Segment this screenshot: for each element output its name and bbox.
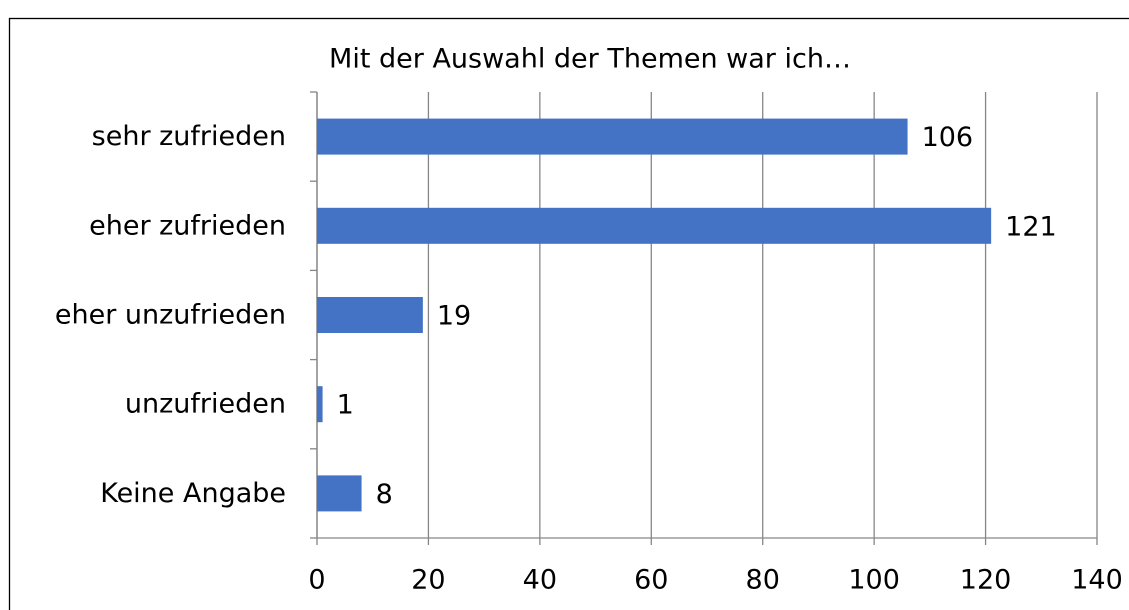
bar bbox=[317, 475, 362, 512]
value-label: 1 bbox=[337, 390, 354, 421]
value-label: 19 bbox=[437, 301, 471, 332]
bar bbox=[317, 207, 992, 244]
bar bbox=[317, 297, 423, 333]
x-tick-label: 40 bbox=[523, 565, 557, 596]
y-tick-label: eher unzufrieden bbox=[55, 300, 286, 331]
x-tick-label: 80 bbox=[746, 565, 780, 596]
x-tick-label: 20 bbox=[411, 565, 445, 596]
x-tick-label: 140 bbox=[1071, 565, 1123, 596]
y-tick-label: unzufrieden bbox=[125, 389, 286, 420]
y-tick-label: eher zufrieden bbox=[89, 210, 286, 241]
x-tick-label: 0 bbox=[308, 565, 325, 596]
chart-title: Mit der Auswahl der Themen war ich… bbox=[329, 44, 851, 75]
value-label: 8 bbox=[376, 479, 393, 510]
value-label: 106 bbox=[922, 122, 974, 153]
y-tick-label: sehr zufrieden bbox=[92, 121, 286, 152]
x-tick-label: 120 bbox=[960, 565, 1012, 596]
bar bbox=[317, 386, 323, 423]
value-label: 121 bbox=[1005, 211, 1057, 242]
bar bbox=[317, 118, 908, 155]
chart-frame bbox=[8, 17, 1129, 610]
x-tick-label: 60 bbox=[634, 565, 668, 596]
y-tick-label: Keine Angabe bbox=[100, 478, 286, 509]
x-tick-label: 100 bbox=[848, 565, 900, 596]
